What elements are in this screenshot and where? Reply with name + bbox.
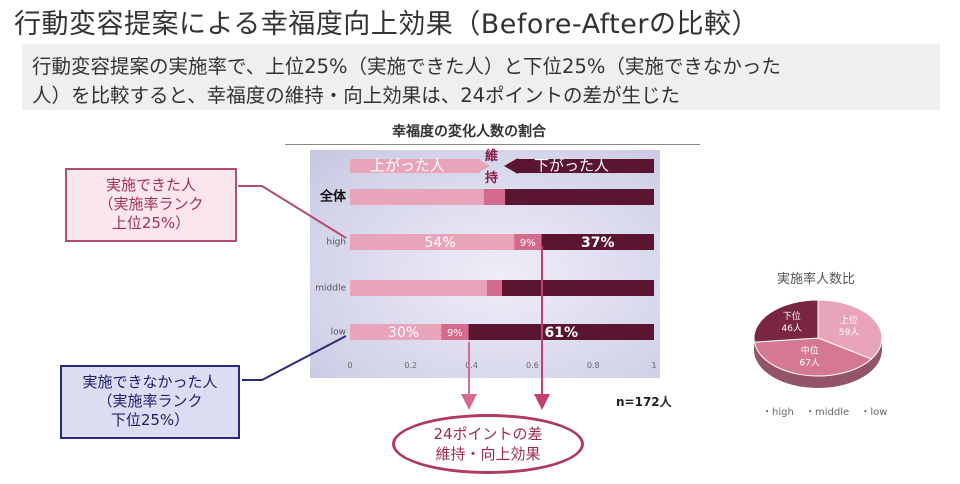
bar-high-down — [541, 234, 654, 250]
legend-down-label: 下がった人 — [534, 157, 609, 175]
legend-up-arrowhead — [476, 158, 490, 174]
subtitle-box — [22, 44, 940, 110]
x-axis-ticks: 0 0.2 0.4 0.6 0.8 1 — [347, 361, 656, 370]
x-tick-5: 1 — [651, 361, 656, 370]
category-label-high: high — [326, 238, 346, 248]
pie-label-name-low: 下位 — [783, 310, 801, 322]
data-label-high-up: 54% — [425, 235, 456, 251]
bar-middle-keep — [486, 280, 502, 296]
category-label-middle: middle — [315, 284, 346, 294]
legend-up-label: 上がった人 — [370, 157, 445, 175]
pie-slice-low — [753, 299, 819, 343]
bar-high-up — [350, 234, 515, 250]
subtitle-line-2: 人）を比較すると、幸福度の維持・向上効果は、24ポイントの差が生じた — [32, 84, 681, 107]
chart-title: 幸福度の変化人数の割合 — [392, 124, 546, 140]
legend-up-bar — [350, 159, 480, 173]
pie-label-value-low: 46人 — [782, 323, 802, 334]
subtitle-line-1: 行動変容提案の実施率で、上位25%（実施できた人）と下位25%（実施できなかった — [32, 55, 781, 78]
x-tick-3: 0.6 — [526, 361, 539, 370]
x-tick-1: 0.2 — [404, 361, 417, 370]
legend-keep-label-2: 持 — [485, 170, 498, 186]
result-line-2: 維持・向上効果 — [435, 445, 541, 463]
result-line-1: 24ポイントの差 — [433, 425, 543, 443]
pie-slice-middle — [753, 337, 873, 377]
connector-top — [238, 185, 347, 239]
connector-bottom — [242, 335, 347, 381]
bar-全体-up — [350, 189, 484, 205]
pie-legend-middle: ・middle — [805, 407, 850, 418]
bar-middle-down — [502, 280, 654, 296]
page-title: 行動変容提案による幸福度向上効果（Before-Afterの比較） — [14, 9, 759, 40]
bar-low-keep — [441, 324, 469, 340]
pie-label-value-high: 59人 — [839, 327, 859, 338]
pie-legend-low: ・low — [860, 407, 888, 418]
category-label-low: low — [331, 328, 346, 338]
pie-label-name-high: 上位 — [840, 314, 858, 326]
data-label-high-down: 37% — [581, 235, 615, 251]
pie-legend-high: ・high — [762, 407, 794, 418]
data-label-low-down: 61% — [545, 325, 579, 341]
legend-keep-label-1: 維 — [485, 148, 498, 164]
data-label-low-keep: 9% — [447, 328, 463, 339]
bar-全体-keep — [483, 189, 506, 205]
callout-bottom-line-3: 下位25%） — [110, 411, 190, 429]
callout-top-line-3: 上位25%） — [111, 214, 191, 232]
pie-label-value-middle: 67人 — [799, 357, 819, 368]
bar-high-keep — [514, 234, 542, 250]
category-label-全体: 全体 — [319, 189, 347, 205]
pie-label-name-middle: 中位 — [801, 344, 819, 356]
callout-bottom-performers: 実施できなかった人 （実施率ランク 下位25%） — [60, 365, 240, 439]
x-tick-0: 0 — [347, 361, 352, 370]
bar-middle-up — [350, 280, 487, 296]
data-label-high-keep: 9% — [520, 238, 536, 249]
x-tick-2: 0.4 — [465, 361, 478, 370]
data-label-low-up: 30% — [388, 325, 419, 341]
callout-bottom-line-2: （実施率ランク — [97, 392, 203, 410]
bar-low-up — [350, 324, 442, 340]
bar-low-down — [468, 324, 654, 340]
sample-size-label: n=172人 — [616, 395, 672, 409]
pie-legend: ・high ・middle ・low — [762, 403, 895, 418]
chart-title-rule — [285, 144, 700, 145]
callout-top-performers: 実施できた人 （実施率ランク 上位25%） — [65, 168, 237, 242]
pie-title: 実施率人数比 — [777, 272, 856, 287]
callout-top-line-2: （実施率ランク — [98, 195, 204, 213]
x-tick-4: 0.8 — [587, 361, 600, 370]
callout-top-line-1: 実施できた人 — [105, 176, 196, 194]
bar-全体-down — [505, 189, 654, 205]
result-oval: 24ポイントの差 維持・向上効果 — [392, 414, 584, 474]
legend-down-bar — [516, 159, 654, 173]
legend-down-arrowhead — [504, 158, 518, 174]
callout-bottom-line-1: 実施できなかった人 — [82, 373, 218, 391]
bars-group: 全体 high 54% 9% 37% middle low 30% 9% 61% — [315, 189, 654, 341]
